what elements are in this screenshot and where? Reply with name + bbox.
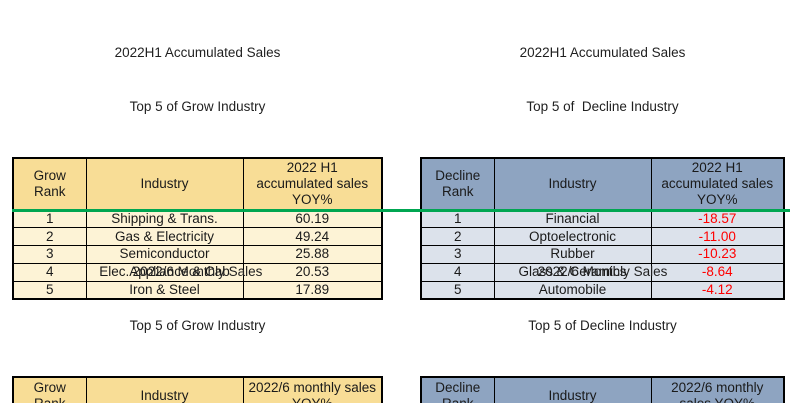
table-body: 1 Shipping & Trans. 60.19 2 Gas & Electricit… [12, 209, 383, 300]
industry-column-header: Industry [493, 376, 652, 403]
table-row: 2 Gas & Electricity 49.24 [12, 227, 383, 247]
industry-cell: Iron & Steel [85, 280, 244, 300]
rank-cell: 2 [420, 227, 495, 247]
rank-column-header: Decline Rank [420, 157, 495, 211]
header-row: Decline Rank Industry 2022 H1 accumulate… [420, 157, 785, 211]
table-row: 1 Financial -18.57 [420, 209, 785, 229]
title-line2: Top 5 of Decline Industry [526, 99, 679, 114]
h1-grow-table: Grow Rank Industry 2022 H1 accumulated s… [12, 157, 383, 300]
industry-cell: Rubber [493, 245, 652, 264]
header-row: Grow Rank Industry 2022 H1 accumulated s… [12, 157, 383, 211]
rank-cell: 1 [12, 209, 87, 229]
value-column-header: 2022 H1 accumulated sales YOY% [650, 157, 785, 211]
table-title-h1-decline: 2022H1 Accumulated Sales Top 5 of Declin… [420, 8, 785, 152]
section-monthly-decline: 2022/6 Monthly Sales Top 5 of Decline In… [420, 227, 785, 403]
section-monthly-grow: 2022/6 Monthly Sales Top 5 of Grow Indus… [12, 227, 383, 403]
rank-column-header: Grow Rank [12, 376, 87, 403]
table-title-monthly-grow: 2022/6 Monthly Sales Top 5 of Grow Indus… [12, 227, 383, 371]
rank-column-header: Grow Rank [12, 157, 87, 211]
value-cell: -8.64 [650, 262, 785, 282]
rank-cell: 3 [12, 245, 87, 264]
rank-cell: 4 [420, 262, 495, 282]
header-row: Grow Rank Industry 2022/6 monthly sales … [12, 376, 383, 403]
table-row: 3 Rubber -10.23 [420, 245, 785, 264]
industry-cell: Shipping & Trans. [85, 209, 244, 229]
industry-cell: Optoelectronic [493, 227, 652, 247]
table-row: 1 Shipping & Trans. 60.19 [12, 209, 383, 229]
industry-cell: Semiconductor [85, 245, 244, 264]
title-line1: 2022H1 Accumulated Sales [519, 45, 686, 60]
value-cell: 60.19 [242, 209, 383, 229]
industry-column-header: Industry [85, 157, 244, 211]
rank-column-header: Decline Rank [420, 376, 495, 403]
h1-decline-table: Decline Rank Industry 2022 H1 accumulate… [420, 157, 785, 300]
value-cell: 17.89 [242, 280, 383, 300]
value-column-header: 2022/6 monthly sales YOY% [650, 376, 785, 403]
title-line2: Top 5 of Grow Industry [129, 318, 266, 333]
section-h1-grow: 2022H1 Accumulated Sales Top 5 of Grow I… [12, 8, 383, 300]
header-row: Decline Rank Industry 2022/6 monthly sal… [420, 376, 785, 403]
title-line1: 2022H1 Accumulated Sales [114, 45, 281, 60]
rank-cell: 4 [12, 262, 87, 282]
value-column-header: 2022 H1 accumulated sales YOY% [242, 157, 383, 211]
monthly-grow-table: Grow Rank Industry 2022/6 monthly sales … [12, 376, 383, 403]
value-cell: -18.57 [650, 209, 785, 229]
table-row: 2 Optoelectronic -11.00 [420, 227, 785, 247]
rank-cell: 5 [12, 280, 87, 300]
table-title-monthly-decline: 2022/6 Monthly Sales Top 5 of Decline In… [420, 227, 785, 371]
value-cell: -10.23 [650, 245, 785, 264]
section-h1-decline: 2022H1 Accumulated Sales Top 5 of Declin… [420, 8, 785, 300]
rank-cell: 1 [420, 209, 495, 229]
table-row: 5 Iron & Steel 17.89 [12, 280, 383, 300]
industry-cell: Financial [493, 209, 652, 229]
table-title-h1-grow: 2022H1 Accumulated Sales Top 5 of Grow I… [12, 8, 383, 152]
table-row: 4 Glass & Ceramics -8.64 [420, 262, 785, 282]
industry-cell: Gas & Electricity [85, 227, 244, 247]
section-divider-line [12, 209, 790, 212]
value-column-header: 2022/6 monthly sales YOY% [242, 376, 383, 403]
industry-cell: Glass & Ceramics [493, 262, 652, 282]
rank-cell: 5 [420, 280, 495, 300]
title-line1: 2022/6 Monthly Sales [537, 264, 668, 279]
table-body: 1 Financial -18.57 2 Optoelectronic -11.00 3 Ru… [420, 209, 785, 300]
table-row: 3 Semiconductor 25.88 [12, 245, 383, 264]
value-cell: -4.12 [650, 280, 785, 300]
title-line2: Top 5 of Grow Industry [129, 99, 266, 114]
title-line2: Top 5 of Decline Industry [528, 318, 677, 333]
industry-column-header: Industry [493, 157, 652, 211]
value-cell: 49.24 [242, 227, 383, 247]
industry-cell: Automobile [493, 280, 652, 300]
table-row: 5 Automobile -4.12 [420, 280, 785, 300]
title-line1: 2022/6 Monthly Sales [132, 264, 263, 279]
table-row: 4 Elec.Appliance & Cab 20.53 [12, 262, 383, 282]
monthly-decline-table: Decline Rank Industry 2022/6 monthly sal… [420, 376, 785, 403]
value-cell: 25.88 [242, 245, 383, 264]
industry-column-header: Industry [85, 376, 244, 403]
value-cell: -11.00 [650, 227, 785, 247]
